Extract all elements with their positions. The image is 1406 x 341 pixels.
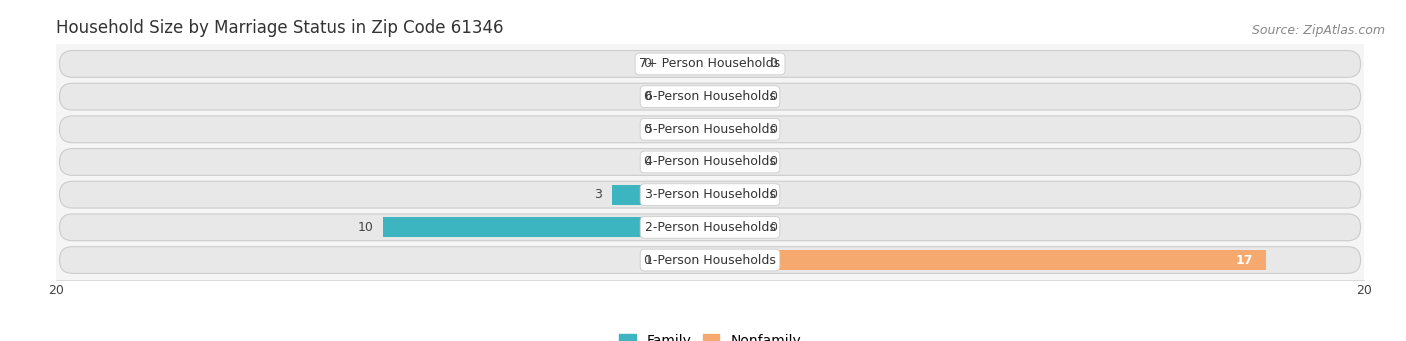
Text: 7+ Person Households: 7+ Person Households: [640, 57, 780, 71]
Text: 0: 0: [769, 188, 778, 201]
Text: 0: 0: [643, 155, 651, 168]
Text: 0: 0: [769, 123, 778, 136]
Text: 0: 0: [769, 90, 778, 103]
Bar: [661, 250, 710, 270]
Text: 5-Person Households: 5-Person Households: [644, 123, 776, 136]
Text: 2-Person Households: 2-Person Households: [644, 221, 776, 234]
Text: 0: 0: [769, 221, 778, 234]
Legend: Family, Nonfamily: Family, Nonfamily: [619, 334, 801, 341]
Bar: [710, 54, 759, 74]
Bar: [661, 119, 710, 139]
FancyBboxPatch shape: [59, 149, 1361, 175]
Text: 6-Person Households: 6-Person Households: [644, 90, 776, 103]
FancyBboxPatch shape: [59, 50, 1361, 77]
Text: 17: 17: [1236, 253, 1253, 267]
Bar: [661, 54, 710, 74]
Text: 0: 0: [643, 253, 651, 267]
Text: 0: 0: [643, 123, 651, 136]
Bar: [661, 152, 710, 172]
Bar: [710, 152, 759, 172]
Bar: [710, 87, 759, 107]
Bar: [710, 250, 1265, 270]
Bar: [710, 184, 759, 205]
Text: Source: ZipAtlas.com: Source: ZipAtlas.com: [1251, 24, 1385, 37]
Bar: [612, 184, 710, 205]
FancyBboxPatch shape: [59, 214, 1361, 241]
Bar: [661, 87, 710, 107]
Bar: [382, 217, 710, 237]
FancyBboxPatch shape: [59, 247, 1361, 273]
Text: 3: 3: [595, 188, 602, 201]
Bar: [710, 217, 759, 237]
Text: 0: 0: [643, 90, 651, 103]
FancyBboxPatch shape: [59, 83, 1361, 110]
Bar: [710, 119, 759, 139]
Text: 0: 0: [643, 57, 651, 71]
FancyBboxPatch shape: [59, 181, 1361, 208]
FancyBboxPatch shape: [59, 116, 1361, 143]
Text: 0: 0: [769, 155, 778, 168]
Text: 4-Person Households: 4-Person Households: [644, 155, 776, 168]
Text: Household Size by Marriage Status in Zip Code 61346: Household Size by Marriage Status in Zip…: [56, 19, 503, 37]
Text: 1-Person Households: 1-Person Households: [644, 253, 776, 267]
Text: 10: 10: [357, 221, 374, 234]
Text: 3-Person Households: 3-Person Households: [644, 188, 776, 201]
Text: 0: 0: [769, 57, 778, 71]
